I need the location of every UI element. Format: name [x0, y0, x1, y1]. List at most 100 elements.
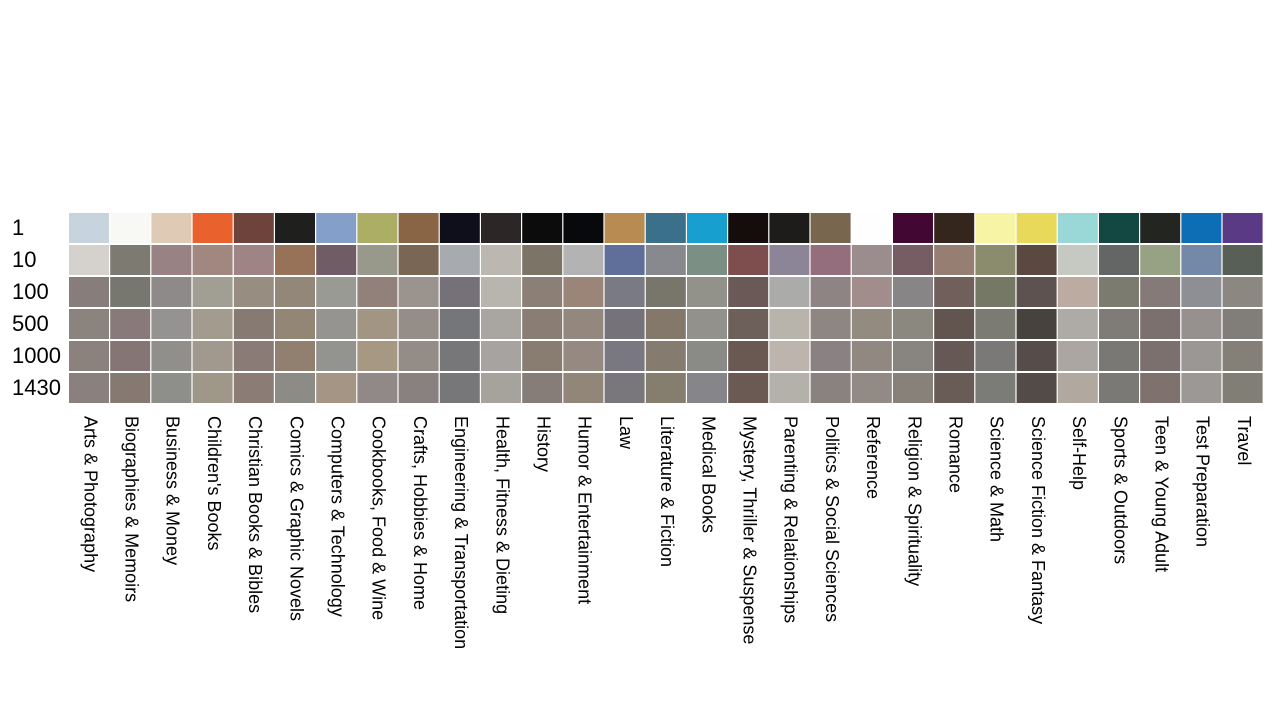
heatmap-cell — [810, 277, 851, 307]
heatmap-cell — [398, 341, 439, 371]
heatmap-cell — [1181, 277, 1222, 307]
column-labels: Arts & Photography Biographies & Memoirs B… — [80, 416, 1254, 649]
heatmap-cell — [769, 309, 810, 339]
heatmap-cell — [851, 245, 892, 275]
heatmap-cell — [439, 373, 480, 403]
heatmap-cell — [481, 341, 521, 371]
heatmap-cell — [728, 213, 769, 243]
column-label: Crafts, Hobbies & Home — [410, 416, 430, 610]
heatmap-cell — [151, 245, 192, 275]
column-label: Mystery, Thriller & Suspense — [739, 416, 759, 644]
heatmap-cell — [1222, 373, 1263, 403]
heatmap-cell — [69, 373, 109, 403]
heatmap-cell — [357, 309, 398, 339]
heatmap-cell — [645, 309, 686, 339]
column-label: Romance — [945, 416, 965, 493]
heatmap-cell — [481, 309, 521, 339]
heatmap-cell — [192, 309, 233, 339]
heatmap-cell — [728, 245, 769, 275]
heatmap-cell — [1181, 245, 1222, 275]
heatmap-cell — [316, 341, 357, 371]
heatmap-cell — [522, 309, 563, 339]
heatmap-cell — [1099, 341, 1139, 371]
heatmap-cell — [769, 213, 810, 243]
heatmap-cell — [481, 277, 521, 307]
column-label: History — [533, 416, 553, 472]
heatmap-cell — [316, 245, 357, 275]
heatmap-cell — [357, 373, 398, 403]
column-label: Law — [616, 416, 636, 450]
heatmap-cell — [563, 277, 604, 307]
heatmap-cell — [151, 277, 192, 307]
row-label: 1430 — [12, 375, 61, 400]
heatmap-cell — [975, 277, 1016, 307]
heatmap-cell — [151, 373, 192, 403]
heatmap-cell — [357, 341, 398, 371]
heatmap-cell — [398, 309, 439, 339]
heatmap-cell — [645, 341, 686, 371]
heatmap-cell — [192, 341, 233, 371]
heatmap-cell — [439, 213, 480, 243]
column-label: Science Fiction & Fantasy — [1028, 416, 1048, 624]
heatmap-cell — [687, 341, 727, 371]
heatmap-cell — [522, 341, 563, 371]
column-label: Sports & Outdoors — [1110, 416, 1130, 564]
heatmap-cell — [851, 213, 892, 243]
heatmap-cell — [439, 245, 480, 275]
heatmap-cell — [604, 245, 645, 275]
heatmap-cell — [151, 213, 192, 243]
heatmap-cell — [687, 245, 727, 275]
column-label: Engineering & Transportation — [451, 416, 471, 649]
heatmap-cell — [1222, 341, 1263, 371]
heatmap-cell — [357, 245, 398, 275]
heatmap-cell — [563, 341, 604, 371]
heatmap-cell — [1222, 245, 1263, 275]
heatmap-cell — [233, 341, 274, 371]
row-label: 500 — [12, 311, 49, 336]
heatmap-cell — [1057, 373, 1098, 403]
column-label: Reference — [863, 416, 883, 499]
heatmap-cell — [769, 245, 810, 275]
heatmap-cell — [110, 373, 151, 403]
heatmap-cell — [275, 277, 315, 307]
heatmap-cell — [604, 373, 645, 403]
heatmap-cell — [851, 341, 892, 371]
heatmap-cell — [357, 277, 398, 307]
column-label: Cookbooks, Food & Wine — [369, 416, 389, 620]
heatmap-cell — [645, 373, 686, 403]
heatmap-cell — [316, 309, 357, 339]
heatmap-cell — [192, 373, 233, 403]
column-label: Humor & Entertainment — [575, 416, 595, 604]
heatmap-cell — [645, 277, 686, 307]
heatmap-cell — [810, 245, 851, 275]
heatmap-cell — [1016, 309, 1057, 339]
heatmap-cell — [1057, 309, 1098, 339]
heatmap-cell — [192, 277, 233, 307]
heatmap-cell — [316, 373, 357, 403]
heatmap-cell — [1016, 277, 1057, 307]
column-label: Biographies & Memoirs — [121, 416, 141, 602]
heatmap-cell — [69, 213, 109, 243]
heatmap-cell — [522, 213, 563, 243]
heatmap-cell — [1140, 245, 1181, 275]
row-label: 100 — [12, 279, 49, 304]
heatmap-cell — [69, 245, 109, 275]
heatmap-cell — [1140, 213, 1181, 243]
heatmap-cell — [975, 341, 1016, 371]
heatmap-cell — [851, 373, 892, 403]
column-label: Self-Help — [1069, 416, 1089, 490]
heatmap-cell — [1016, 213, 1057, 243]
column-label: Science & Math — [987, 416, 1007, 542]
heatmap-cell — [645, 213, 686, 243]
heatmap-cell — [975, 213, 1016, 243]
column-label: Christian Books & Bibles — [245, 416, 265, 613]
heatmap-cell — [769, 373, 810, 403]
heatmap-cell — [357, 213, 398, 243]
row-labels: 1 10 100 500 1000 1430 — [12, 215, 61, 400]
heatmap-cell — [563, 309, 604, 339]
row-label: 10 — [12, 247, 36, 272]
heatmap-cell — [110, 245, 151, 275]
heatmap-cell — [728, 373, 769, 403]
heatmap-cell — [1140, 373, 1181, 403]
heatmap-cell — [69, 277, 109, 307]
